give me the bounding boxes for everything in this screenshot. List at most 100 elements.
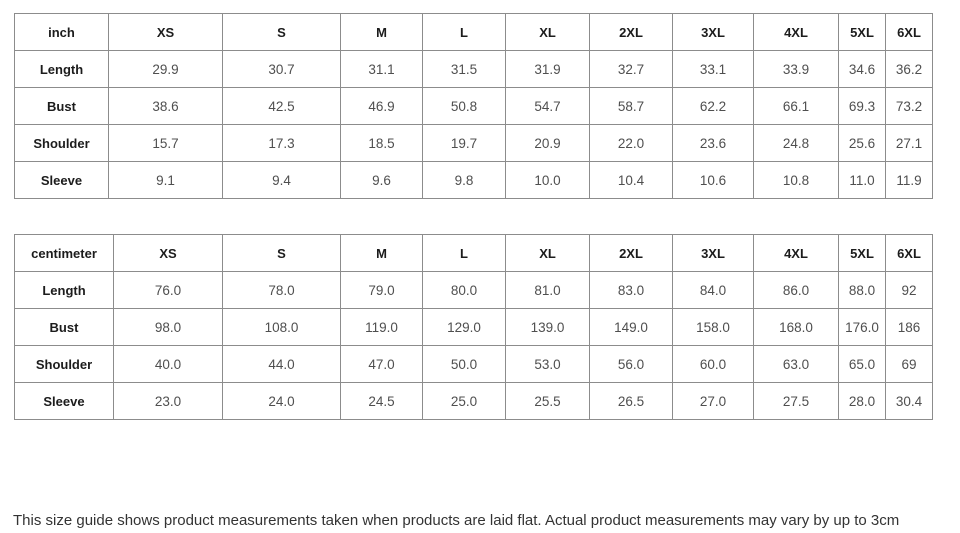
measurement-value-cell: 24.0 xyxy=(222,382,341,420)
size-header-cell: XS xyxy=(108,13,223,51)
measurement-value-cell: 10.0 xyxy=(505,161,590,199)
measurement-label-cell: Sleeve xyxy=(14,161,109,199)
measurement-value-cell: 9.6 xyxy=(340,161,423,199)
measurement-value-cell: 98.0 xyxy=(113,308,223,346)
measurement-value-cell: 42.5 xyxy=(222,87,341,125)
unit-label-cell: inch xyxy=(14,13,109,51)
measurement-value-cell: 86.0 xyxy=(753,271,839,309)
measurement-label-cell: Length xyxy=(14,50,109,88)
measurement-value-cell: 80.0 xyxy=(422,271,506,309)
measurement-value-cell: 44.0 xyxy=(222,345,341,383)
measurement-value-cell: 62.2 xyxy=(672,87,754,125)
measurement-value-cell: 139.0 xyxy=(505,308,590,346)
measurement-label-cell: Bust xyxy=(14,308,114,346)
measurement-value-cell: 38.6 xyxy=(108,87,223,125)
measurement-value-cell: 24.5 xyxy=(340,382,423,420)
measurement-value-cell: 31.5 xyxy=(422,50,506,88)
measurement-value-cell: 76.0 xyxy=(113,271,223,309)
size-header-cell: XL xyxy=(505,13,590,51)
measurement-value-cell: 30.4 xyxy=(885,382,933,420)
measurement-label-cell: Shoulder xyxy=(14,345,114,383)
measurement-value-cell: 58.7 xyxy=(589,87,673,125)
size-header-cell: S xyxy=(222,13,341,51)
measurement-value-cell: 129.0 xyxy=(422,308,506,346)
measurement-value-cell: 10.8 xyxy=(753,161,839,199)
measurement-value-cell: 66.1 xyxy=(753,87,839,125)
measurement-value-cell: 25.5 xyxy=(505,382,590,420)
measurement-value-cell: 27.0 xyxy=(672,382,754,420)
measurement-row: Shoulder 15.7 17.3 18.5 19.7 20.9 22.0 23.6 24.8… xyxy=(14,124,933,162)
measurement-value-cell: 27.5 xyxy=(753,382,839,420)
measurement-value-cell: 56.0 xyxy=(589,345,673,383)
measurement-value-cell: 36.2 xyxy=(885,50,933,88)
measurement-value-cell: 47.0 xyxy=(340,345,423,383)
measurement-value-cell: 25.6 xyxy=(838,124,886,162)
measurement-label-cell: Length xyxy=(14,271,114,309)
measurement-value-cell: 54.7 xyxy=(505,87,590,125)
measurement-value-cell: 31.1 xyxy=(340,50,423,88)
measurement-value-cell: 33.1 xyxy=(672,50,754,88)
measurement-value-cell: 176.0 xyxy=(838,308,886,346)
measurement-value-cell: 32.7 xyxy=(589,50,673,88)
measurement-value-cell: 29.9 xyxy=(108,50,223,88)
measurement-value-cell: 73.2 xyxy=(885,87,933,125)
measurement-value-cell: 53.0 xyxy=(505,345,590,383)
measurement-row: Bust 98.0 108.0 119.0 129.0 139.0 149.0 158.0 16… xyxy=(14,308,933,346)
measurement-value-cell: 9.1 xyxy=(108,161,223,199)
measurement-value-cell: 22.0 xyxy=(589,124,673,162)
size-header-cell: 5XL xyxy=(838,13,886,51)
measurement-value-cell: 83.0 xyxy=(589,271,673,309)
size-header-row: inch XS S M L XL 2XL 3XL 4XL 5XL 6XL xyxy=(14,13,933,51)
measurement-value-cell: 20.9 xyxy=(505,124,590,162)
size-header-cell: M xyxy=(340,234,423,272)
size-guide: inch XS S M L XL 2XL 3XL 4XL 5XL 6XL Length 29.9 30.7… xyxy=(14,13,933,420)
measurement-row: Sleeve 23.0 24.0 24.5 25.0 25.5 26.5 27.0 27.5 28… xyxy=(14,382,933,420)
measurement-value-cell: 10.4 xyxy=(589,161,673,199)
measurement-value-cell: 27.1 xyxy=(885,124,933,162)
measurement-label-cell: Sleeve xyxy=(14,382,114,420)
inch-table: inch XS S M L XL 2XL 3XL 4XL 5XL 6XL Length 29.9 30.7… xyxy=(14,13,933,199)
measurement-value-cell: 23.6 xyxy=(672,124,754,162)
size-header-cell: 4XL xyxy=(753,234,839,272)
measurement-value-cell: 11.0 xyxy=(838,161,886,199)
measurement-value-cell: 78.0 xyxy=(222,271,341,309)
size-header-cell: XS xyxy=(113,234,223,272)
measurement-value-cell: 60.0 xyxy=(672,345,754,383)
measurement-value-cell: 33.9 xyxy=(753,50,839,88)
measurement-row: Length 76.0 78.0 79.0 80.0 81.0 83.0 84.0 86.0 88… xyxy=(14,271,933,309)
measurement-value-cell: 25.0 xyxy=(422,382,506,420)
size-header-cell: XL xyxy=(505,234,590,272)
size-header-cell: 4XL xyxy=(753,13,839,51)
measurement-value-cell: 119.0 xyxy=(340,308,423,346)
measurement-value-cell: 92 xyxy=(885,271,933,309)
measurement-value-cell: 65.0 xyxy=(838,345,886,383)
unit-label-cell: centimeter xyxy=(14,234,114,272)
measurement-value-cell: 81.0 xyxy=(505,271,590,309)
measurement-value-cell: 186 xyxy=(885,308,933,346)
measurement-value-cell: 30.7 xyxy=(222,50,341,88)
measurement-row: Sleeve 9.1 9.4 9.6 9.8 10.0 10.4 10.6 10.8 11.0 11… xyxy=(14,161,933,199)
measurement-value-cell: 88.0 xyxy=(838,271,886,309)
measurement-value-cell: 46.9 xyxy=(340,87,423,125)
measurement-row: Shoulder 40.0 44.0 47.0 50.0 53.0 56.0 60.0 63.0… xyxy=(14,345,933,383)
measurement-value-cell: 18.5 xyxy=(340,124,423,162)
measurement-value-cell: 84.0 xyxy=(672,271,754,309)
measurement-value-cell: 69 xyxy=(885,345,933,383)
size-header-cell: 2XL xyxy=(589,13,673,51)
measurement-label-cell: Bust xyxy=(14,87,109,125)
measurement-value-cell: 63.0 xyxy=(753,345,839,383)
measurement-value-cell: 149.0 xyxy=(589,308,673,346)
measurement-value-cell: 168.0 xyxy=(753,308,839,346)
measurement-value-cell: 17.3 xyxy=(222,124,341,162)
size-header-cell: M xyxy=(340,13,423,51)
measurement-value-cell: 19.7 xyxy=(422,124,506,162)
measurement-row: Length 29.9 30.7 31.1 31.5 31.9 32.7 33.1 33.9 34… xyxy=(14,50,933,88)
size-header-cell: L xyxy=(422,234,506,272)
size-header-cell: 6XL xyxy=(885,234,933,272)
size-header-cell: S xyxy=(222,234,341,272)
size-header-row: centimeter XS S M L XL 2XL 3XL 4XL 5XL 6XL xyxy=(14,234,933,272)
measurement-value-cell: 15.7 xyxy=(108,124,223,162)
measurement-row: Bust 38.6 42.5 46.9 50.8 54.7 58.7 62.2 66.1 69.3… xyxy=(14,87,933,125)
measurement-value-cell: 69.3 xyxy=(838,87,886,125)
measurement-label-cell: Shoulder xyxy=(14,124,109,162)
